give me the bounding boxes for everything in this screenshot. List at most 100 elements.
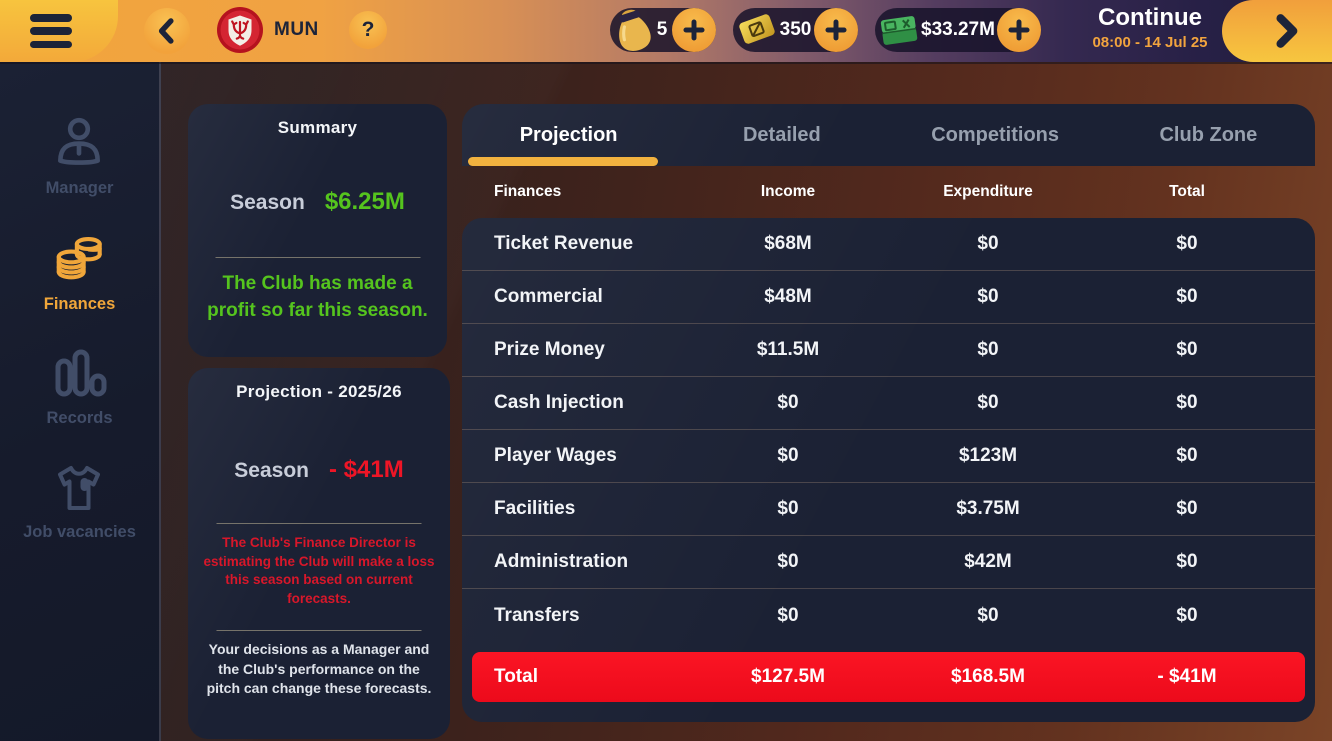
help-button[interactable]: ? — [349, 11, 387, 49]
plus-icon — [1008, 19, 1030, 41]
top-bar: MUN ? 5 350 — [0, 0, 1332, 62]
active-tab-underline — [468, 157, 658, 166]
summary-card-title: Summary — [277, 118, 358, 137]
next-button[interactable] — [1222, 0, 1332, 62]
summary-card: Summary Season $6.25M The Club has made … — [188, 104, 447, 357]
row-income: $0 — [777, 445, 799, 466]
row-label: Transfers — [494, 604, 580, 626]
tab-club-zone[interactable]: Club Zone — [1102, 104, 1315, 166]
column-header-total: Total — [1169, 183, 1205, 200]
season-loss-value: - $41M — [329, 456, 404, 483]
season-label: Season — [234, 459, 309, 482]
shirt-icon — [58, 466, 101, 510]
projection-card: Projection - 2025/26 Season - $41M The C… — [188, 368, 450, 739]
total-row: Total $127.5M $168.5M - $41M — [472, 652, 1305, 702]
row-total: $0 — [1176, 604, 1198, 626]
divider — [216, 630, 422, 631]
row-label: Facilities — [494, 498, 576, 519]
row-income: $0 — [777, 392, 799, 413]
total-expenditure: $168.5M — [951, 666, 1025, 687]
divider — [215, 257, 420, 258]
row-expenditure: $123M — [958, 445, 1018, 466]
cash-stack-icon — [880, 15, 918, 45]
currency-pill-money-bag: 5 — [610, 8, 716, 52]
row-total: $0 — [1176, 551, 1198, 572]
row-income: $11.5M — [756, 339, 820, 360]
continue-label: Continue — [1098, 4, 1202, 31]
question-mark-icon: ? — [361, 18, 375, 41]
sidebar-item-job-vacancies[interactable]: Job vacancies — [23, 460, 136, 542]
summary-season-row: Season $6.25M — [188, 188, 447, 216]
sidebar-item-manager[interactable]: Manager — [46, 114, 113, 198]
column-header-finances: Finances — [494, 183, 562, 200]
column-header-expenditure: Expenditure — [943, 183, 1033, 200]
ticket-count: 350 — [779, 19, 812, 40]
projection-card-title: Projection - 2025/26 — [236, 382, 402, 401]
row-total: $0 — [1176, 286, 1198, 307]
row-income: $48M — [764, 286, 812, 307]
total-net: - $41M — [1157, 666, 1217, 687]
table-row: Prize Money $11.5M $0 $0 — [462, 324, 1315, 377]
season-label: Season — [230, 191, 305, 214]
plus-icon — [683, 19, 705, 41]
row-total: $0 — [1176, 498, 1198, 519]
finances-table-header: Finances Income Expenditure Total — [462, 177, 1315, 207]
row-expenditure: $0 — [977, 286, 999, 307]
row-total: $0 — [1176, 445, 1198, 466]
sidebar-item-finances[interactable]: Finances — [44, 230, 115, 314]
table-row: Player Wages $0 $123M $0 — [462, 430, 1315, 483]
game-datetime: 08:00 - 14 Jul 25 — [1092, 34, 1208, 51]
tab-projection[interactable]: Projection — [462, 104, 675, 166]
table-row: Transfers $0 $0 $0 — [462, 589, 1315, 642]
row-income: $0 — [777, 604, 799, 626]
total-income: $127.5M — [751, 666, 825, 687]
table-row: Facilities $0 $3.75M $0 — [462, 483, 1315, 536]
row-total: $0 — [1176, 339, 1198, 360]
add-ticket-button[interactable] — [814, 8, 858, 52]
table-row: Cash Injection $0 $0 $0 — [462, 377, 1315, 430]
menu-icon[interactable] — [30, 14, 72, 48]
money-bag-count: 5 — [656, 19, 668, 40]
money-bag-icon — [619, 9, 651, 51]
row-label: Commercial — [494, 286, 603, 307]
coins-icon — [56, 236, 102, 280]
add-funds-button[interactable] — [996, 8, 1041, 52]
currency-pill-funds: $33.27M — [875, 8, 1041, 52]
club-badge: MUN — [216, 6, 319, 54]
currency-pill-ticket: 350 — [733, 8, 858, 52]
row-expenditure: $0 — [977, 392, 999, 413]
sidebar-item-records[interactable]: Records — [46, 346, 113, 428]
row-expenditure: $0 — [977, 604, 999, 626]
club-code: MUN — [274, 19, 319, 40]
plus-icon — [825, 19, 847, 41]
row-label: Player Wages — [494, 445, 617, 466]
sidebar: Manager Finances Recor — [0, 62, 161, 741]
continue-button[interactable]: Continue 08:00 - 14 Jul 25 — [1058, 4, 1242, 51]
chevron-left-icon — [158, 18, 174, 44]
gold-ticket-icon — [739, 13, 775, 44]
total-row-label: Total — [494, 666, 538, 687]
column-header-income: Income — [760, 183, 816, 200]
row-income: $0 — [777, 551, 799, 572]
season-profit-value: $6.25M — [324, 188, 405, 215]
back-button[interactable] — [144, 8, 190, 54]
sidebar-item-label: Records — [46, 409, 113, 427]
tab-detailed[interactable]: Detailed — [675, 104, 888, 166]
chevron-right-icon — [1276, 14, 1298, 48]
manager-person-icon — [58, 117, 101, 165]
tab-competitions[interactable]: Competitions — [889, 104, 1102, 166]
club-crest-icon — [217, 7, 263, 53]
row-income: $68M — [764, 233, 812, 254]
projection-note: Your decisions as a Manager and the Club… — [206, 641, 432, 696]
row-expenditure: $42M — [964, 551, 1012, 572]
row-label: Cash Injection — [494, 392, 624, 413]
add-money-bag-button[interactable] — [672, 8, 716, 52]
finances-table-rows: Ticket Revenue $68M $0 $0 Commercial $48… — [462, 218, 1315, 642]
row-total: $0 — [1176, 392, 1198, 413]
table-row: Administration $0 $42M $0 — [462, 536, 1315, 589]
funds-amount: $33.27M — [921, 19, 995, 40]
row-label: Administration — [494, 551, 629, 572]
summary-message: The Club has made a profit so far this s… — [207, 273, 428, 321]
sidebar-item-label: Job vacancies — [23, 523, 136, 541]
finances-table-panel: Ticket Revenue $68M $0 $0 Commercial $48… — [462, 218, 1315, 722]
